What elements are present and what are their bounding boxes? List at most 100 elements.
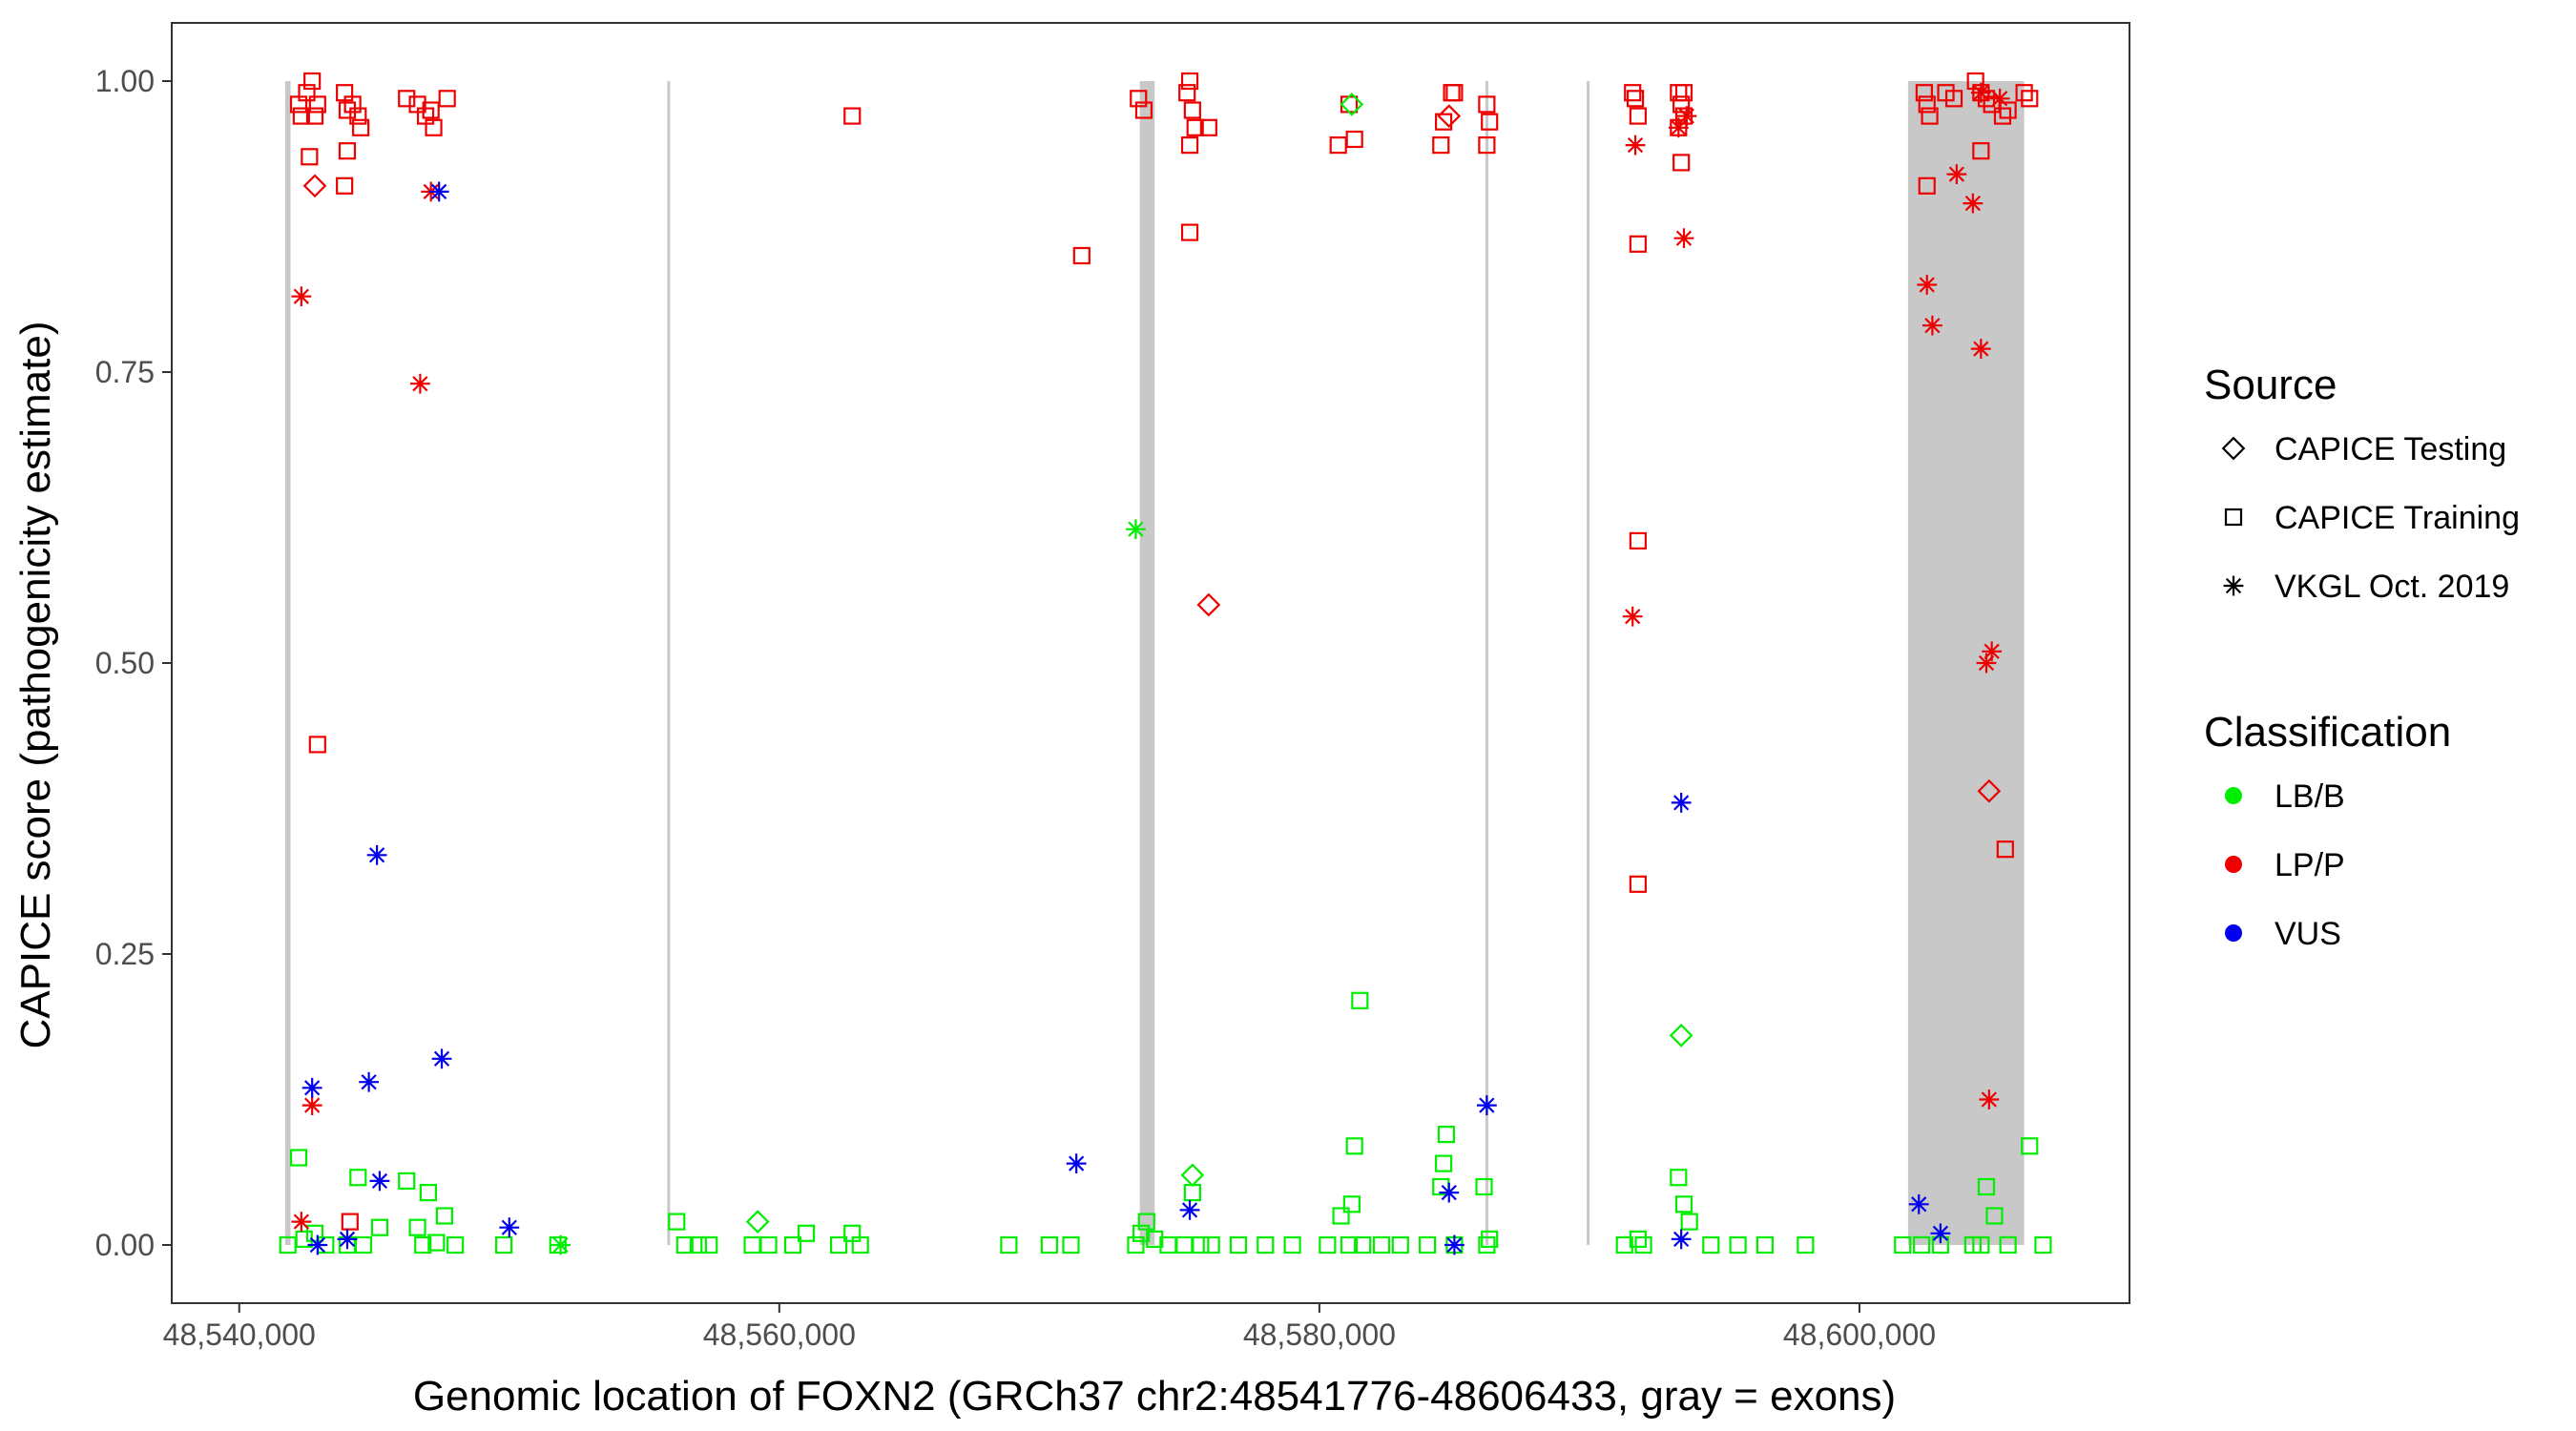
data-point <box>1444 1234 1465 1255</box>
data-point <box>1481 113 1499 131</box>
data-point <box>301 148 319 166</box>
data-point <box>414 1235 432 1255</box>
data-point <box>1345 1137 1363 1155</box>
data-point <box>1989 88 2010 109</box>
data-point <box>427 1234 446 1252</box>
data-point <box>419 1183 437 1202</box>
data-point <box>1624 84 1642 102</box>
data-point <box>354 1235 373 1255</box>
data-point <box>1180 223 1199 241</box>
data-point <box>1797 1235 1815 1255</box>
data-point <box>289 1149 308 1167</box>
legend-source-entries: CAPICE Testing CAPICE Training VKGL Oct. 2… <box>2221 431 2520 605</box>
data-point <box>1478 95 1496 114</box>
data-point <box>798 1224 816 1242</box>
data-point <box>359 1071 380 1092</box>
data-point <box>302 174 327 198</box>
data-point <box>303 72 322 91</box>
data-point <box>1340 1235 1359 1255</box>
data-point <box>425 118 443 136</box>
data-point <box>1439 1182 1460 1203</box>
data-point <box>2015 84 2033 102</box>
x-tick-label: 48,580,000 <box>1243 1317 1396 1352</box>
data-point <box>1670 1169 1688 1187</box>
data-point <box>398 1172 416 1191</box>
data-point <box>1680 1213 1698 1231</box>
data-point <box>308 736 326 754</box>
data-point <box>1434 113 1453 131</box>
exon-band <box>667 81 671 1245</box>
data-point <box>1755 1235 1775 1255</box>
legend-class-entries: LB/B LP/P VUS <box>2225 778 2345 952</box>
data-point <box>1908 1193 1929 1214</box>
data-point <box>1915 84 1933 102</box>
data-point <box>495 1235 513 1255</box>
data-point <box>1478 136 1496 155</box>
data-point <box>1478 1235 1496 1255</box>
data-point <box>1977 1177 1996 1196</box>
legend: Source Classification CAPICE TestingCAPI… <box>2204 362 2520 952</box>
data-point <box>1391 1235 1409 1255</box>
data-point <box>668 1213 686 1231</box>
x-tick-label: 48,600,000 <box>1783 1317 1936 1352</box>
data-point <box>338 101 357 119</box>
data-point <box>1999 101 2017 119</box>
legend-source-item: VKGL Oct. 2019 <box>2223 569 2509 605</box>
data-point <box>1930 1223 1951 1244</box>
legend-source-label: VKGL Oct. 2019 <box>2275 569 2509 605</box>
data-point <box>1419 1235 1437 1255</box>
exon-band <box>284 81 291 1245</box>
data-point <box>1257 1235 1275 1255</box>
data-point <box>1040 1235 1058 1255</box>
data-point <box>829 1235 848 1255</box>
data-point <box>745 1210 770 1234</box>
data-point <box>1918 176 1936 195</box>
data-point <box>308 95 326 114</box>
data-point <box>1134 101 1153 119</box>
data-point <box>1127 1235 1145 1255</box>
data-point <box>1434 1154 1453 1172</box>
y-tick-label: 1.00 <box>95 64 155 98</box>
data-point <box>1970 82 1991 103</box>
legend-classification-title: Classification <box>2204 709 2451 756</box>
data-point <box>409 373 430 394</box>
data-point <box>435 1207 453 1225</box>
data-point <box>336 176 354 195</box>
data-point <box>1912 1235 1931 1255</box>
data-point <box>1629 107 1647 125</box>
data-point <box>1437 104 1462 128</box>
y-tick-label: 0.50 <box>95 646 155 680</box>
data-point <box>428 181 449 202</box>
data-point <box>447 1235 465 1255</box>
data-point <box>1196 592 1221 617</box>
data-point <box>1671 793 1692 813</box>
data-point <box>1671 1229 1692 1250</box>
legend-source-label: CAPICE Testing <box>2275 431 2506 467</box>
data-point <box>499 1217 520 1238</box>
exon-band <box>1587 81 1590 1245</box>
data-point <box>1629 1230 1647 1249</box>
series-capice-testing-lp-p <box>302 104 2002 803</box>
data-point <box>1702 1235 1720 1255</box>
data-point <box>338 142 357 160</box>
data-point <box>1963 193 1984 214</box>
data-point <box>1993 107 2012 125</box>
data-point <box>438 90 456 108</box>
data-point <box>1178 84 1196 102</box>
data-point <box>1626 90 1645 108</box>
data-point <box>1999 1235 2017 1255</box>
series-capice-testing-lb-b <box>745 93 1693 1234</box>
data-point <box>1342 1195 1361 1213</box>
data-point <box>1922 315 1942 336</box>
data-point <box>1972 1235 1990 1255</box>
data-point <box>1179 1200 1200 1220</box>
data-point <box>1180 1163 1205 1188</box>
data-point <box>1673 228 1694 249</box>
data-point <box>366 844 387 865</box>
data-point <box>1676 106 1697 126</box>
legend-class-item: VUS <box>2225 916 2341 952</box>
x-tick-label: 48,560,000 <box>703 1317 856 1352</box>
data-point <box>1340 93 1364 116</box>
data-point <box>1918 95 1936 114</box>
